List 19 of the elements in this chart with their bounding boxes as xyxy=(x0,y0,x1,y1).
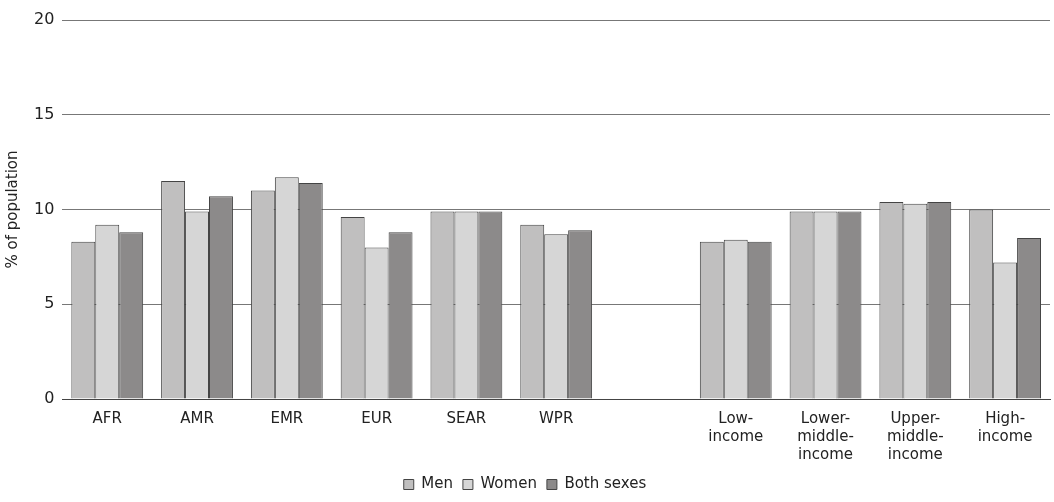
legend-label: Men xyxy=(421,474,453,493)
y-tick-label: 10 xyxy=(34,198,55,218)
x-tick-label: Low- income xyxy=(708,408,764,445)
y-tick-label: 0 xyxy=(44,388,55,408)
x-tick-label: High- income xyxy=(977,408,1033,445)
x-tick-label: Upper- middle- income xyxy=(887,408,944,463)
x-tick-label: AMR xyxy=(180,408,214,427)
legend-label: Both sexes xyxy=(564,474,647,493)
x-tick-label: EUR xyxy=(361,408,393,427)
y-tick-label: 15 xyxy=(34,103,55,123)
y-axis-title: % of population xyxy=(2,150,21,269)
x-tick-label: SEAR xyxy=(446,408,487,427)
x-tick-label: Lower- middle- income xyxy=(797,408,854,463)
x-tick-label: WPR xyxy=(539,408,574,427)
y-tick-label: 20 xyxy=(34,9,55,29)
x-tick-label: EMR xyxy=(270,408,304,427)
x-tick-label: AFR xyxy=(92,408,122,427)
legend-label: Women xyxy=(480,474,537,493)
y-tick-label: 5 xyxy=(44,293,55,313)
